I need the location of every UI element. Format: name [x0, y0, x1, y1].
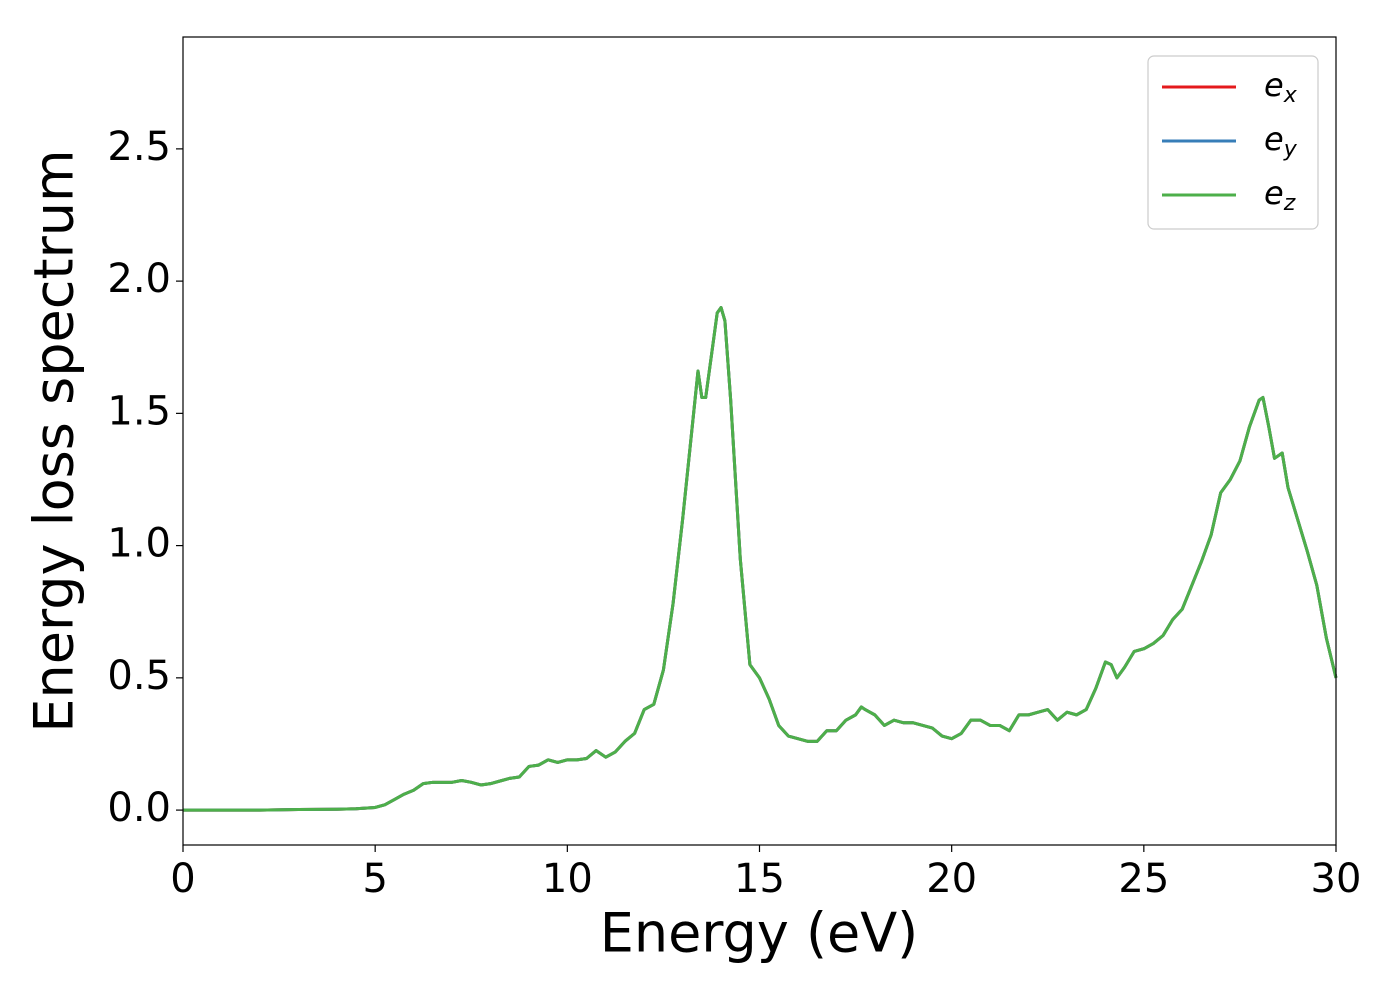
x-tick-label: 25 [1118, 856, 1169, 902]
y-tick-label: 0.5 [107, 653, 171, 699]
y-axis-label: Energy loss spectrum [23, 149, 86, 732]
x-tick-label: 15 [734, 856, 785, 902]
y-tick-label: 2.5 [107, 124, 171, 170]
x-tick-label: 10 [542, 856, 593, 902]
x-axis-label: Energy (eV) [600, 902, 919, 965]
x-tick-label: 0 [170, 856, 195, 902]
y-tick-label: 1.5 [107, 388, 171, 434]
y-tick-label: 1.0 [107, 521, 171, 567]
plot-frame [182, 36, 1337, 846]
x-tick-label: 20 [926, 856, 977, 902]
x-tick-label: 5 [362, 856, 387, 902]
series-line [183, 306, 1338, 812]
series-line [183, 306, 1338, 812]
x-tick-label: 30 [1311, 856, 1362, 902]
legend-label: ez [1264, 174, 1296, 216]
series-line [183, 306, 1338, 812]
y-tick-label: 2.0 [107, 256, 171, 302]
y-tick-label: 0.0 [107, 785, 171, 831]
